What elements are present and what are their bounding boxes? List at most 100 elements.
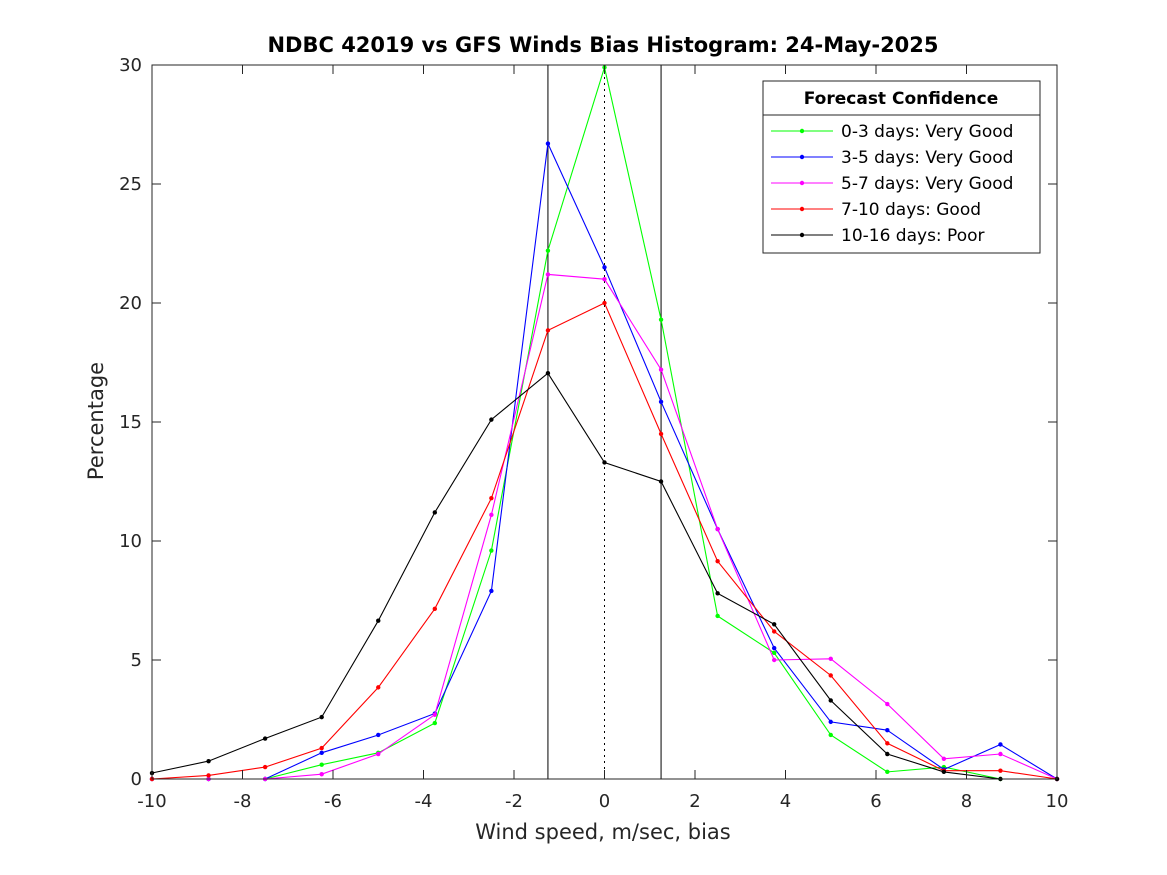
series-5 xyxy=(149,371,1060,782)
data-point xyxy=(602,300,607,306)
data-point xyxy=(658,431,664,437)
legend-item: 0-3 days: Very Good xyxy=(771,122,1013,142)
data-point xyxy=(432,712,438,717)
data-point xyxy=(262,736,268,741)
data-point xyxy=(828,656,833,662)
data-point xyxy=(715,613,720,619)
data-point xyxy=(658,399,664,404)
data-point xyxy=(489,588,494,594)
y-tick-label: 5 xyxy=(131,650,142,671)
data-point xyxy=(489,548,494,553)
data-point xyxy=(376,618,381,623)
y-tick-label: 10 xyxy=(119,531,142,552)
data-point xyxy=(489,512,494,518)
y-tick-label: 20 xyxy=(119,293,142,314)
data-point xyxy=(319,772,324,777)
data-point xyxy=(545,141,551,146)
data-point xyxy=(376,751,381,757)
data-point xyxy=(432,510,438,515)
data-point xyxy=(998,768,1003,773)
data-point xyxy=(376,685,381,690)
legend-swatch-marker xyxy=(799,128,805,134)
legend-swatch-marker xyxy=(799,154,805,160)
series-layer xyxy=(149,65,1060,782)
data-point xyxy=(771,645,777,651)
legend-swatch-marker xyxy=(799,180,805,186)
data-point xyxy=(545,272,551,277)
data-point xyxy=(941,756,947,761)
x-axis: -10 -8 -6 -4 -2 0 2 4 6 8 10 xyxy=(137,65,1068,812)
x-tick-label: -2 xyxy=(505,791,523,812)
data-point xyxy=(489,417,494,422)
x-tick-label: 4 xyxy=(780,791,791,812)
legend-swatch-marker xyxy=(799,206,805,212)
legend-label: 10-16 days: Poor xyxy=(841,226,985,246)
x-axis-label: Wind speed, m/sec, bias xyxy=(475,820,731,844)
legend-item: 5-7 days: Very Good xyxy=(771,174,1013,194)
data-point xyxy=(885,769,890,775)
data-point xyxy=(545,328,551,333)
y-tick-label: 0 xyxy=(131,769,142,790)
data-point xyxy=(885,701,890,707)
data-point xyxy=(771,622,777,627)
y-tick-label: 25 xyxy=(119,174,142,195)
data-point xyxy=(885,751,890,757)
y-tick-label: 30 xyxy=(119,55,142,76)
legend-swatch-marker xyxy=(799,232,805,238)
data-point xyxy=(658,479,664,484)
data-point xyxy=(376,732,381,738)
legend-title: Forecast Confidence xyxy=(804,89,999,109)
y-tick-label: 15 xyxy=(119,412,142,433)
legend-label: 5-7 days: Very Good xyxy=(841,174,1013,194)
x-tick-label: 6 xyxy=(870,791,881,812)
data-point xyxy=(602,277,607,282)
x-tick-label: 8 xyxy=(961,791,972,812)
data-point xyxy=(658,367,664,372)
data-point xyxy=(828,673,833,678)
data-point xyxy=(771,629,777,634)
legend-item: 3-5 days: Very Good xyxy=(771,148,1013,168)
data-point xyxy=(998,751,1003,757)
data-point xyxy=(262,764,268,770)
data-point xyxy=(828,732,833,738)
x-tick-label: -10 xyxy=(137,791,166,812)
legend: Forecast Confidence 0-3 days: Very Good 3… xyxy=(762,80,1041,254)
data-point xyxy=(545,248,551,253)
legend-item: 7-10 days: Good xyxy=(771,200,981,220)
reference-lines xyxy=(547,65,662,779)
data-point xyxy=(489,495,494,501)
data-point xyxy=(658,317,664,322)
data-point xyxy=(319,745,324,751)
data-point xyxy=(206,773,211,778)
data-point xyxy=(602,460,607,465)
y-axis-label: Percentage xyxy=(84,362,108,480)
data-point xyxy=(941,769,947,775)
x-tick-label: 10 xyxy=(1046,791,1069,812)
data-point xyxy=(828,719,833,725)
data-point xyxy=(885,741,890,746)
legend-item: 10-16 days: Poor xyxy=(771,226,985,246)
data-point xyxy=(432,720,438,726)
legend-items: 0-3 days: Very Good 3-5 days: Very Good 5-… xyxy=(771,122,1013,246)
x-tick-label: -8 xyxy=(234,791,252,812)
data-point xyxy=(715,526,720,532)
data-point xyxy=(602,265,607,270)
data-point xyxy=(319,714,324,720)
data-point xyxy=(432,606,438,612)
legend-box xyxy=(762,80,1041,254)
x-tick-label: 0 xyxy=(599,791,610,812)
legend-label: 0-3 days: Very Good xyxy=(841,122,1013,142)
data-point xyxy=(319,750,324,756)
x-tick-label: -4 xyxy=(415,791,433,812)
x-tick-label: -6 xyxy=(324,791,342,812)
data-point xyxy=(206,758,211,764)
data-point xyxy=(885,728,890,733)
x-tick-label: 2 xyxy=(689,791,700,812)
data-point xyxy=(319,762,324,767)
data-point xyxy=(545,371,551,376)
series-3 xyxy=(149,272,1060,782)
data-point xyxy=(828,698,833,703)
data-point xyxy=(998,742,1003,747)
data-point xyxy=(771,650,777,656)
